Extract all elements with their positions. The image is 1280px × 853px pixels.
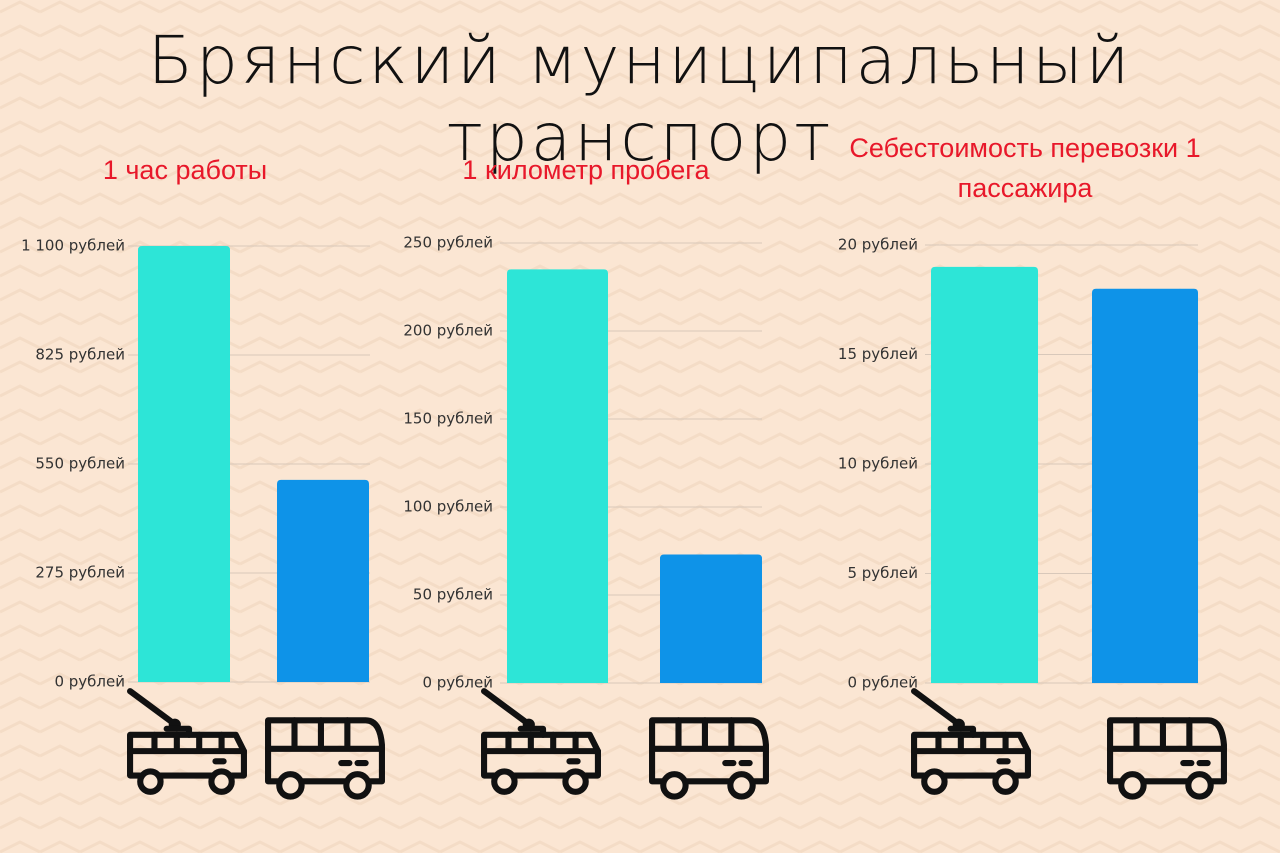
y-tick-label: 100 рублей: [403, 498, 493, 516]
y-tick-label: 0 рублей: [422, 674, 493, 692]
y-tick-label: 825 рублей: [35, 346, 125, 364]
y-tick-label: 5 рублей: [847, 564, 918, 582]
bar: [931, 266, 1038, 683]
bar: [507, 269, 608, 683]
bar: [660, 554, 762, 683]
chart-title: 1 час работы: [102, 155, 268, 185]
y-tick-label: 1 100 рублей: [21, 237, 125, 255]
y-tick-label: 0 рублей: [54, 673, 125, 691]
y-tick-label: 200 рублей: [403, 322, 493, 340]
bar: [1092, 288, 1198, 683]
y-tick-label: 15 рублей: [838, 345, 918, 363]
bar: [277, 479, 369, 682]
y-tick-label: 10 рублей: [838, 455, 918, 473]
y-tick-label: 20 рублей: [838, 236, 918, 254]
y-tick-label: 150 рублей: [403, 410, 493, 428]
chart-title: Себестоимость перевозки 1 пассажира: [849, 133, 1201, 203]
y-tick-label: 0 рублей: [847, 674, 918, 692]
chart-title: 1 километр пробега: [462, 155, 710, 185]
y-tick-label: 550 рублей: [35, 455, 125, 473]
y-tick-label: 50 рублей: [413, 586, 493, 604]
y-tick-label: 250 рублей: [403, 234, 493, 252]
y-tick-label: 275 рублей: [35, 564, 125, 582]
bar: [138, 246, 230, 682]
page-title: Брянский муниципальный транспорт: [147, 22, 1133, 176]
